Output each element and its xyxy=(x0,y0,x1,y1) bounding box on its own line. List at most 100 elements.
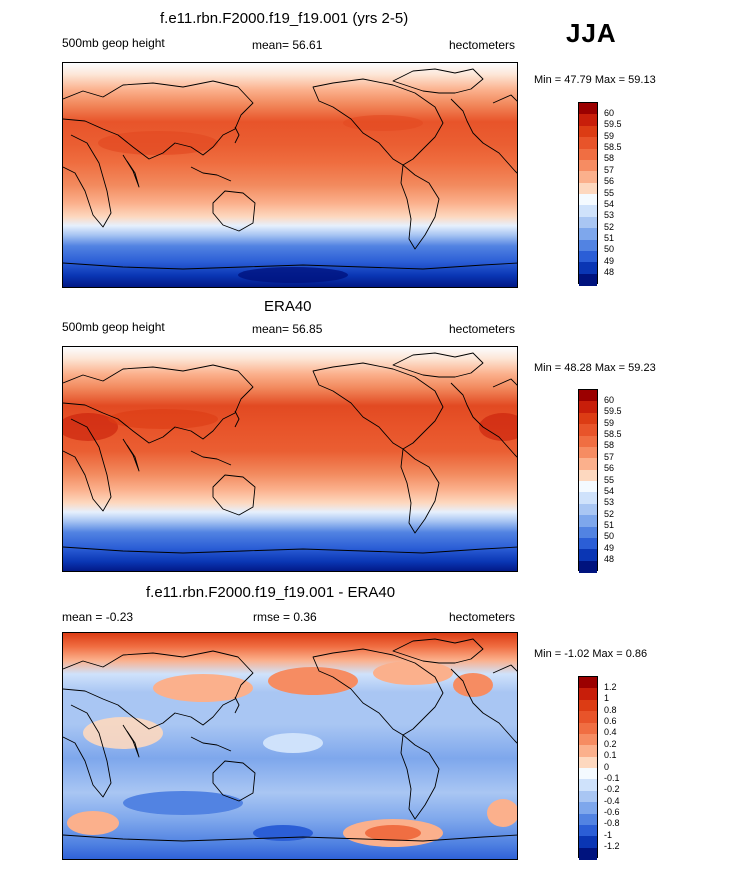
colorbar-segment xyxy=(579,711,597,723)
colorbar-tick-label: 58.5 xyxy=(604,142,622,152)
colorbar-segment xyxy=(579,779,597,792)
panel-2-field-label: 500mb geop height xyxy=(62,320,165,334)
colorbar-tick-label: 58 xyxy=(604,440,615,451)
colorbar-tick-label: 50 xyxy=(604,244,615,255)
colorbar-segment xyxy=(579,137,597,149)
colorbar-segment xyxy=(579,503,597,516)
colorbar-segment xyxy=(579,239,597,252)
colorbar-tick-label: 52 xyxy=(604,508,615,519)
colorbar-tick-label: -0.6 xyxy=(604,807,620,817)
colorbar-segment xyxy=(579,549,597,562)
colorbar-segment xyxy=(579,205,597,218)
colorbar-tick-label: -0.1 xyxy=(604,772,620,783)
panel-1-mean-label: mean= 56.61 xyxy=(252,38,323,52)
colorbar-segment xyxy=(579,481,597,493)
panel-2-colorbar-box xyxy=(578,389,598,573)
colorbar-segment xyxy=(579,756,597,769)
colorbar-tick-label: -0.2 xyxy=(604,784,620,795)
panel-2-field-svg xyxy=(63,347,517,571)
colorbar-segment xyxy=(579,847,597,860)
colorbar-tick-label: 0.1 xyxy=(604,750,617,761)
colorbar-segment xyxy=(579,424,597,436)
colorbar-tick-label: 60 xyxy=(604,107,615,118)
panel-2-mean-label: mean= 56.85 xyxy=(252,322,323,336)
panel-2-map xyxy=(62,346,518,572)
panel-1-colorbar: 60 59.5 59 58.5 58 57 56 55 54 53 52 51 50 49 48 xyxy=(578,102,638,286)
colorbar-segment xyxy=(579,446,597,459)
panel-2-minmax: Min = 48.28 Max = 59.23 xyxy=(534,362,656,374)
colorbar-segment xyxy=(579,401,597,414)
colorbar-segment xyxy=(579,768,597,780)
colorbar-tick-label: -1.2 xyxy=(604,841,620,852)
colorbar-tick-label: 58.5 xyxy=(604,429,622,439)
colorbar-segment xyxy=(579,412,597,425)
panel-2-colorbar: 60 59.5 59 58.5 58 57 56 55 54 53 52 51 50 49 48 xyxy=(578,389,638,573)
colorbar-segment xyxy=(579,745,597,758)
panel-1-minmax: Min = 47.79 Max = 59.13 xyxy=(534,74,656,86)
colorbar-segment xyxy=(579,526,597,539)
colorbar-tick-label: 51 xyxy=(604,233,615,243)
colorbar-tick-label: 0.4 xyxy=(604,727,617,738)
colorbar-tick-label: 0.8 xyxy=(604,704,617,715)
panel-3-map xyxy=(62,632,518,860)
colorbar-segment xyxy=(579,262,597,275)
colorbar-segment xyxy=(579,435,597,448)
colorbar-segment xyxy=(579,216,597,229)
colorbar-tick-label: 59 xyxy=(604,417,615,428)
colorbar-tick-label: -0.4 xyxy=(604,795,620,806)
colorbar-segment xyxy=(579,171,597,184)
colorbar-tick-label: 52 xyxy=(604,221,615,232)
colorbar-tick-label: 0.2 xyxy=(604,738,617,749)
colorbar-segment xyxy=(579,813,597,826)
colorbar-segment xyxy=(579,228,597,240)
panel-3-title: f.e11.rbn.F2000.f19_f19.001 - ERA40 xyxy=(146,584,396,601)
colorbar-tick-label: 54 xyxy=(604,485,615,496)
colorbar-segment xyxy=(579,836,597,849)
colorbar-tick-label: 0 xyxy=(604,761,610,772)
colorbar-tick-label: 59.5 xyxy=(604,406,622,417)
colorbar-tick-label: 0.6 xyxy=(604,716,617,726)
colorbar-segment xyxy=(579,125,597,138)
colorbar-segment xyxy=(579,677,597,689)
colorbar-segment xyxy=(579,699,597,712)
colorbar-tick-label: 50 xyxy=(604,531,615,542)
colorbar-tick-label: 59.5 xyxy=(604,119,622,130)
colorbar-tick-label: 56 xyxy=(604,176,615,187)
colorbar-segment xyxy=(579,159,597,172)
panel-1-map xyxy=(62,62,518,288)
colorbar-segment xyxy=(579,790,597,803)
colorbar-tick-label: 53 xyxy=(604,210,615,221)
panel-1-colorbar-box xyxy=(578,102,598,286)
colorbar-tick-label: 59 xyxy=(604,130,615,141)
colorbar-tick-label: 55 xyxy=(604,474,615,485)
colorbar-segment xyxy=(579,390,597,402)
panel-3-minmax: Min = -1.02 Max = 0.86 xyxy=(534,648,648,660)
colorbar-segment xyxy=(579,469,597,482)
colorbar-tick-label: 49 xyxy=(604,255,615,266)
colorbar-tick-label: 58 xyxy=(604,153,615,164)
panel-2-units-label: hectometers xyxy=(449,322,516,336)
panel-3-units-label: hectometers xyxy=(449,610,516,624)
colorbar-tick-label: 55 xyxy=(604,187,615,198)
panel-2-title: ERA40 xyxy=(264,298,312,315)
colorbar-segment xyxy=(579,515,597,527)
panel-3-field-svg xyxy=(63,633,517,859)
colorbar-segment xyxy=(579,824,597,837)
colorbar-segment xyxy=(579,802,597,814)
colorbar-tick-label: 51 xyxy=(604,520,615,530)
season-label: JJA xyxy=(566,18,617,48)
panel-3-colorbar-box xyxy=(578,676,598,860)
colorbar-segment xyxy=(579,273,597,286)
colorbar-tick-label: 57 xyxy=(604,164,615,175)
colorbar-tick-label: 1.2 xyxy=(604,681,617,692)
colorbar-tick-label: 56 xyxy=(604,463,615,474)
colorbar-segment xyxy=(579,560,597,573)
colorbar-tick-label: 54 xyxy=(604,198,615,209)
colorbar-tick-label: 48 xyxy=(604,267,615,278)
colorbar-segment xyxy=(579,182,597,195)
panel-1-field-svg xyxy=(63,63,517,287)
panel-3-rmse-label: rmse = 0.36 xyxy=(253,610,317,624)
panel-3-colorbar: 1.2 1 0.8 0.6 0.4 0.2 0.1 0 -0.1 -0.2 -0.4 -0.6 -0.8… xyxy=(578,676,638,860)
panel-1-title: f.e11.rbn.F2000.f19_f19.001 (yrs 2-5) xyxy=(160,10,409,27)
colorbar-tick-label: 48 xyxy=(604,554,615,565)
